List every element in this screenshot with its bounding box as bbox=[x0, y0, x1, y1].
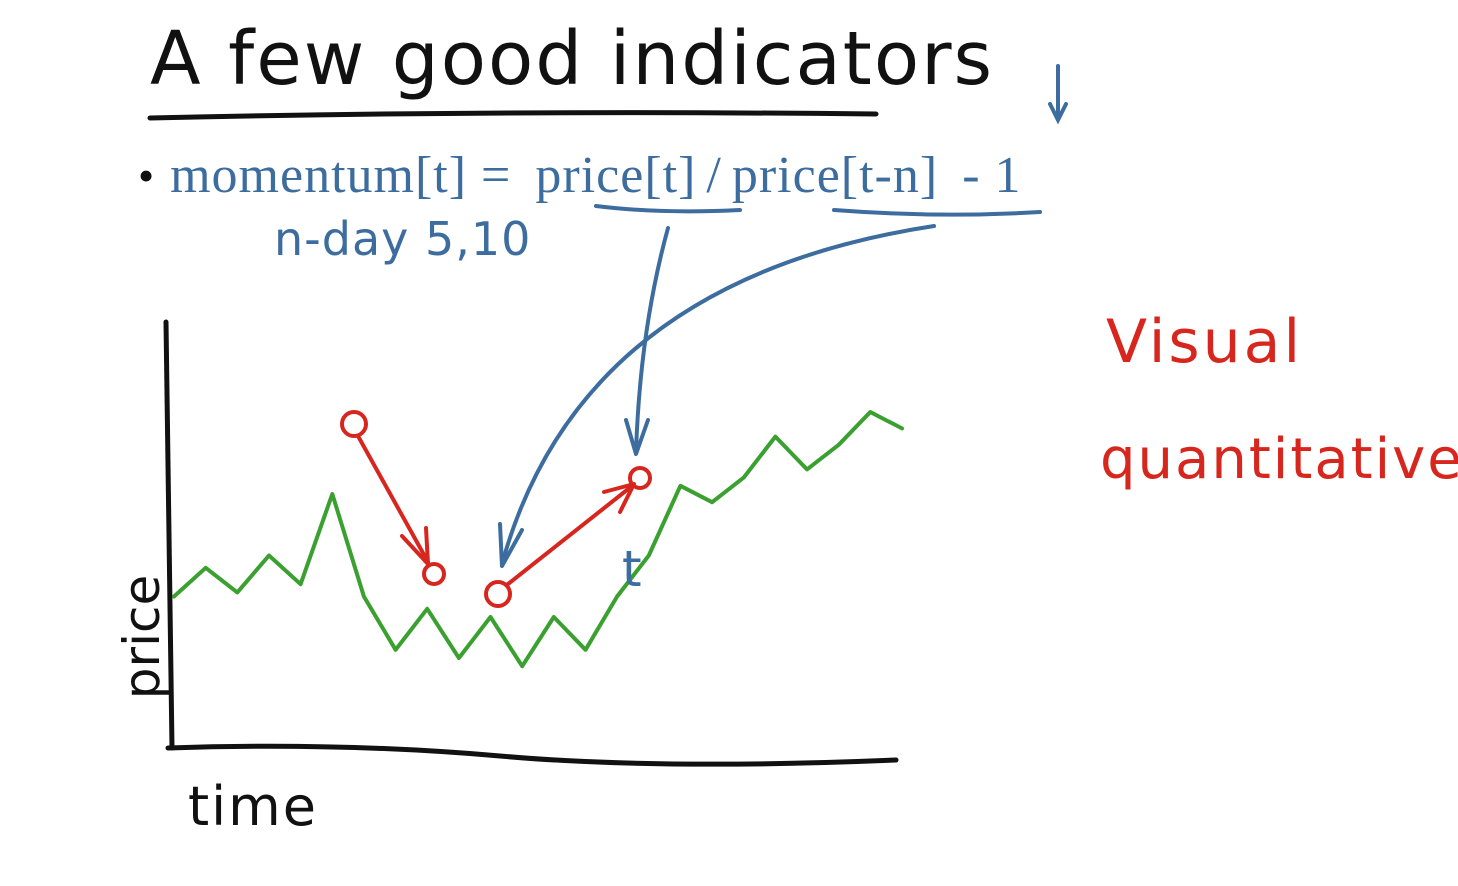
formula-suffix: - 1 bbox=[962, 146, 1022, 204]
denominator-arrowhead bbox=[498, 522, 524, 568]
x-axis bbox=[165, 743, 899, 767]
marker-t bbox=[628, 466, 652, 490]
numerator-arrow bbox=[634, 226, 670, 454]
formula-numerator: price[t] bbox=[535, 146, 697, 204]
formula-denominator: price[t-n] bbox=[731, 146, 939, 204]
bullet-point: • bbox=[138, 149, 155, 201]
quantitative-note: quantitative bbox=[1100, 427, 1458, 492]
page-title: A few good indicators bbox=[150, 16, 995, 102]
marker-dip bbox=[422, 562, 446, 586]
numerator-arrowhead bbox=[624, 418, 650, 456]
denominator-underline bbox=[832, 208, 1042, 217]
y-axis bbox=[163, 319, 175, 751]
marker-low bbox=[484, 580, 512, 608]
t-annotation: t bbox=[622, 540, 642, 598]
numerator-underline bbox=[594, 204, 742, 214]
momentum-up-arrow bbox=[506, 484, 634, 586]
price-line bbox=[172, 410, 904, 669]
title-underline bbox=[147, 110, 879, 121]
visual-note: Visual bbox=[1106, 307, 1304, 377]
marker-peak bbox=[340, 410, 368, 438]
momentum-down-arrow bbox=[356, 434, 430, 564]
n-pointer-arrow bbox=[1048, 64, 1068, 125]
momentum-down-arrowhead bbox=[400, 526, 430, 566]
formula-label: momentum[t] = bbox=[170, 146, 512, 204]
momentum-up-arrowhead bbox=[602, 482, 636, 514]
n-day-note: n-day 5,10 bbox=[274, 212, 532, 266]
x-axis-label: time bbox=[188, 775, 319, 838]
momentum-markers bbox=[340, 410, 652, 608]
denominator-arrow bbox=[500, 224, 936, 566]
momentum-formula: • momentum[t] = price[t] / price[t-n] - … bbox=[138, 145, 1022, 205]
formula-divider: / bbox=[706, 146, 722, 204]
y-axis-label: price bbox=[113, 574, 172, 700]
